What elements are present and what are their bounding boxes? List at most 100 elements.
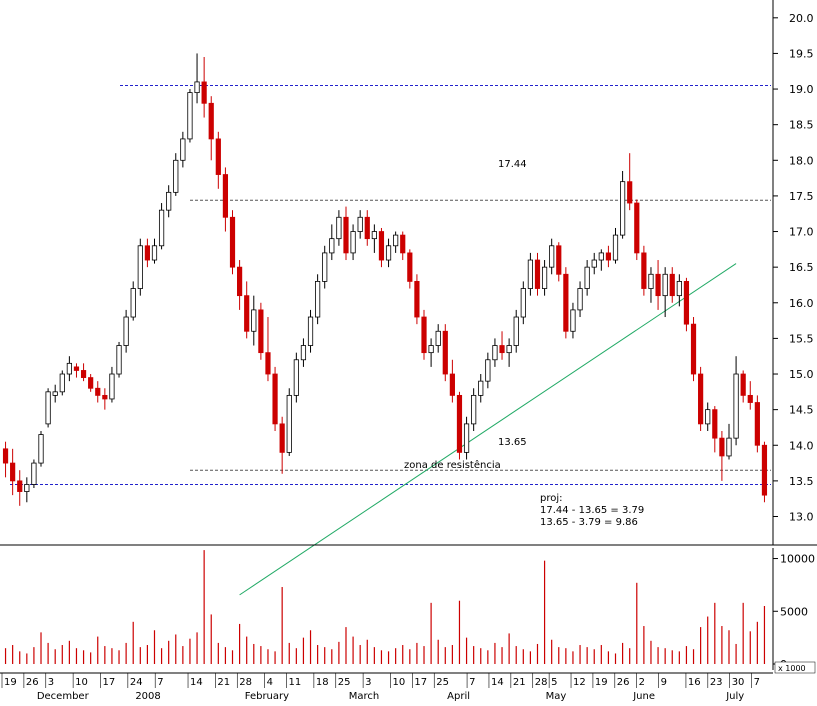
candle-body (52, 391, 58, 396)
candle-body (712, 409, 718, 439)
price-axis-ticks: 13.0 13.5 14.0 14.5 15.0 15.5 16.0 16.5 17.0 17.5… (773, 12, 814, 524)
candle (471, 388, 477, 432)
candle-body (733, 373, 739, 439)
candle-body (24, 484, 30, 492)
candle-body (449, 373, 455, 396)
price-tick-label: 19.0 (789, 83, 814, 96)
candle-body (513, 316, 519, 346)
candle (10, 448, 16, 496)
volume-unit-label: x 1000 (778, 664, 806, 673)
candle-body (463, 423, 470, 453)
candle (350, 224, 356, 261)
candle (258, 302, 264, 360)
candle-body (343, 216, 349, 254)
candle (549, 238, 555, 275)
candle-body (549, 245, 555, 268)
candle-body (2, 448, 9, 464)
candle (570, 302, 576, 339)
price-tick-label: 15.0 (789, 368, 814, 381)
candle (478, 374, 484, 403)
candle-body (385, 245, 392, 261)
candle-body (605, 252, 612, 261)
date-tick-label: 7 (754, 677, 760, 688)
volume-tick-label: 5000 (780, 605, 808, 618)
candle-body (655, 273, 661, 297)
candle (80, 363, 87, 382)
month-label: April (447, 691, 470, 702)
month-label: March (349, 691, 379, 702)
candle-body (293, 359, 299, 396)
date-tick-label: 30 (732, 677, 745, 688)
date-tick-label: 17 (414, 677, 427, 688)
candle-body (378, 231, 385, 261)
date-tick-label: 23 (710, 677, 723, 688)
candle (17, 470, 23, 506)
candle (520, 281, 526, 325)
candle-body (676, 281, 682, 297)
candle (329, 224, 335, 261)
candle-body (229, 216, 236, 268)
candle (556, 242, 562, 282)
candle-body (180, 138, 186, 161)
candle-body (258, 309, 264, 354)
candle-body (322, 252, 328, 282)
candle-body (740, 373, 746, 396)
candle (364, 210, 370, 246)
candle-body (144, 245, 150, 261)
candle-body (38, 434, 44, 464)
candlestick-series (2, 53, 768, 506)
candle (591, 252, 597, 275)
date-tick-label: 26 (617, 677, 630, 688)
candle-body (690, 323, 697, 375)
candle-body (201, 81, 207, 104)
candle (449, 359, 455, 403)
candle-body (137, 245, 143, 289)
candle (492, 338, 498, 367)
candle-body (570, 309, 576, 332)
candle-body (591, 259, 597, 268)
date-tick-label: 9 (661, 677, 667, 688)
candle-body (563, 273, 569, 332)
candle (343, 206, 349, 261)
resistance-zone-label: zona de resistência (404, 459, 501, 471)
candle (237, 260, 243, 310)
candle (414, 274, 420, 325)
candle (52, 384, 58, 403)
candle (754, 395, 760, 453)
candle-body (669, 273, 675, 297)
date-tick-label: 28 (239, 677, 252, 688)
candle-body (10, 462, 16, 482)
candle (116, 341, 122, 378)
date-tick-label: 11 (289, 677, 302, 688)
candle-body (272, 373, 278, 425)
candle (286, 388, 292, 456)
candle-body (393, 234, 399, 247)
candle-body (499, 345, 505, 354)
candle-body (329, 238, 335, 254)
candle-body (315, 281, 321, 318)
candle (620, 170, 626, 239)
candle (180, 131, 186, 168)
candle (336, 210, 342, 246)
candle-body (577, 288, 583, 311)
candle-body (471, 394, 477, 425)
candle (315, 274, 321, 325)
candle-body (442, 330, 448, 375)
candle-body (478, 380, 484, 396)
candle (2, 441, 9, 478)
candle (662, 267, 668, 318)
candle-body (286, 394, 292, 453)
candle-body (215, 138, 221, 175)
candle (641, 245, 647, 296)
candle (66, 356, 72, 382)
projection-title: proj: (540, 493, 563, 504)
candle (151, 238, 158, 264)
date-tick-label: 5 (551, 677, 557, 688)
candle (393, 231, 399, 253)
candle (357, 210, 363, 239)
candle (627, 153, 633, 211)
candle (634, 199, 640, 261)
price-tick-label: 13.0 (789, 511, 814, 524)
trendline-layer (239, 263, 737, 596)
candle (322, 245, 328, 289)
